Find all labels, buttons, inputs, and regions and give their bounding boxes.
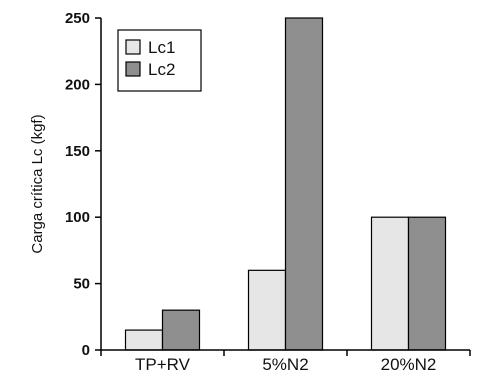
y-tick-label: 0	[82, 342, 90, 359]
y-ticks-group: 0 50 100 150 200 250	[65, 10, 101, 359]
bar-lc1-1	[247, 269, 287, 351]
y-tick-label: 100	[65, 209, 90, 226]
bar-lc1-0	[124, 329, 164, 351]
x-category-label: 20%N2	[381, 355, 437, 372]
bars-group	[124, 17, 447, 351]
bar-lc2-0	[161, 309, 201, 351]
bar-lc2-2	[407, 216, 447, 351]
x-category-label: TP+RV	[135, 355, 191, 372]
bar-lc2-1	[284, 17, 324, 351]
legend-swatch-lc1	[125, 39, 141, 55]
y-tick-label: 250	[65, 10, 90, 27]
axes-group	[100, 18, 470, 351]
y-tick-label: 150	[65, 143, 90, 160]
y-axis-title: Carga crítica Lc (kgf)	[29, 114, 46, 253]
y-tick-label: 200	[65, 76, 90, 93]
legend-label-lc2: Lc2	[148, 60, 175, 79]
x-category-label: 5%N2	[262, 355, 308, 372]
bar-lc1-2	[370, 216, 410, 351]
legend-swatch-lc2	[125, 61, 141, 77]
legend-label-lc1: Lc1	[148, 38, 175, 57]
y-tick-label: 50	[73, 276, 90, 293]
x-ticks-group: TP+RV 5%N2 20%N2	[100, 350, 471, 372]
